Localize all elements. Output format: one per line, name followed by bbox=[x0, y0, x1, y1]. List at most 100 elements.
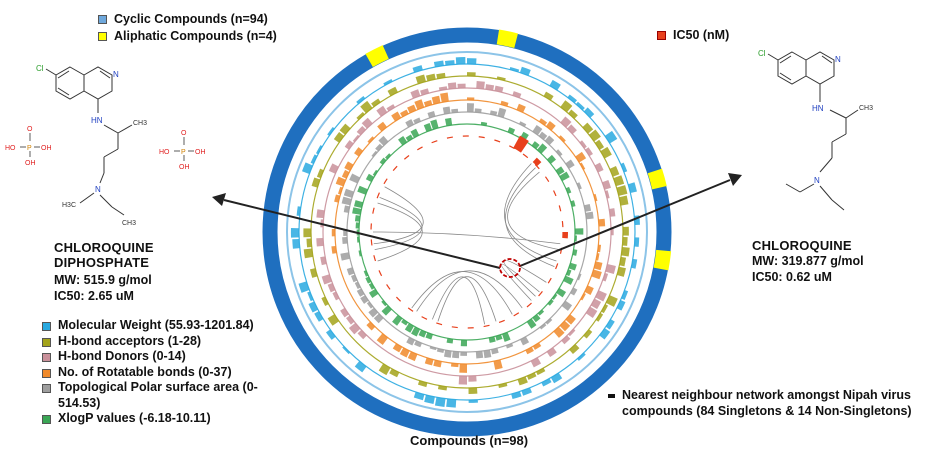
property-bar-1-21 bbox=[619, 196, 628, 206]
property-bar-2-33 bbox=[586, 307, 597, 318]
property-bar-5-81 bbox=[366, 174, 374, 182]
property-bar-2-48 bbox=[468, 376, 476, 382]
property-bar-3-59 bbox=[377, 333, 388, 345]
property-bar-0-34 bbox=[599, 328, 610, 339]
property-bar-4-56 bbox=[406, 337, 415, 345]
property-bar-4-85 bbox=[375, 144, 383, 152]
property-bar-3-81 bbox=[344, 161, 353, 171]
property-bar-5-59 bbox=[392, 315, 402, 326]
property-bar-3-80 bbox=[342, 170, 350, 179]
property-bar-4-95 bbox=[443, 106, 451, 114]
property-bar-4-50 bbox=[452, 351, 459, 358]
property-bar-4-64 bbox=[360, 295, 368, 304]
property-bar-2-37 bbox=[561, 335, 570, 344]
property-bar-1-43 bbox=[518, 377, 528, 386]
property-bar-2-17 bbox=[595, 163, 604, 173]
property-bar-5-77 bbox=[354, 200, 363, 208]
property-bar-4-77 bbox=[342, 197, 352, 206]
property-bar-0-83 bbox=[327, 127, 334, 136]
property-bar-3-57 bbox=[393, 343, 402, 352]
network-link-11 bbox=[504, 260, 547, 296]
property-bar-3-89 bbox=[391, 112, 401, 122]
property-bar-2-80 bbox=[329, 163, 339, 173]
property-bar-4-15 bbox=[565, 160, 574, 169]
property-bar-2-88 bbox=[376, 106, 387, 117]
property-bar-2-1 bbox=[476, 81, 485, 89]
property-bar-0-8 bbox=[549, 80, 560, 90]
ic50-bar-1 bbox=[533, 158, 542, 167]
property-bar-2-22 bbox=[609, 208, 615, 217]
property-bar-4-32 bbox=[570, 288, 577, 296]
property-bar-1-13 bbox=[582, 123, 593, 134]
arrow-head-right bbox=[728, 173, 742, 186]
property-bar-0-68 bbox=[299, 281, 310, 293]
property-bar-4-65 bbox=[357, 289, 365, 297]
property-bar-3-15 bbox=[575, 152, 586, 163]
property-bar-1-11 bbox=[568, 109, 578, 118]
property-bar-2-32 bbox=[591, 299, 601, 310]
ic50-bar-2 bbox=[563, 232, 568, 238]
property-bar-3-49 bbox=[459, 364, 467, 373]
property-bar-4-0 bbox=[467, 103, 474, 112]
property-bar-0-15 bbox=[605, 131, 618, 144]
property-bar-2-39 bbox=[547, 347, 557, 357]
property-bar-4-90 bbox=[405, 119, 414, 127]
property-bar-1-31 bbox=[606, 295, 618, 307]
property-bar-1-71 bbox=[304, 248, 313, 258]
property-bar-0-50 bbox=[446, 399, 456, 408]
property-bar-5-93 bbox=[430, 119, 438, 129]
property-bar-0-61 bbox=[342, 346, 350, 354]
property-bar-2-72 bbox=[316, 238, 323, 246]
property-bar-2-64 bbox=[340, 308, 349, 318]
property-bar-5-95 bbox=[445, 118, 452, 126]
property-bar-2-86 bbox=[362, 118, 373, 129]
property-bar-1-37 bbox=[569, 344, 579, 354]
property-bar-4-34 bbox=[562, 301, 573, 311]
property-bar-1-48 bbox=[469, 388, 478, 394]
network-link-4 bbox=[505, 168, 554, 267]
property-bar-3-31 bbox=[585, 285, 594, 295]
property-bar-1-69 bbox=[310, 268, 317, 278]
property-bar-5-10 bbox=[532, 141, 540, 149]
property-bar-4-22 bbox=[585, 212, 593, 220]
property-bar-3-6 bbox=[517, 104, 526, 113]
property-bar-5-33 bbox=[556, 288, 566, 297]
property-bar-2-19 bbox=[602, 180, 611, 190]
property-bar-3-23 bbox=[598, 219, 605, 227]
property-bar-0-40 bbox=[551, 373, 562, 383]
property-bar-5-55 bbox=[419, 330, 427, 338]
property-bar-4-46 bbox=[483, 350, 491, 358]
property-bar-3-95 bbox=[440, 92, 449, 102]
property-bar-0-20 bbox=[628, 182, 637, 193]
property-bar-2-31 bbox=[595, 290, 607, 301]
property-bar-0-44 bbox=[511, 391, 521, 399]
property-bar-4-1 bbox=[475, 108, 482, 112]
property-bar-4-41 bbox=[520, 337, 529, 346]
network-link-1 bbox=[375, 197, 422, 249]
property-bar-5-49 bbox=[461, 340, 467, 346]
property-bar-0-73 bbox=[291, 228, 299, 238]
property-ring-0 bbox=[299, 64, 635, 400]
property-bar-0-5 bbox=[520, 67, 531, 76]
property-bar-0-72 bbox=[292, 239, 300, 249]
property-bar-3-0 bbox=[467, 97, 474, 100]
property-bar-2-83 bbox=[345, 140, 354, 149]
property-bar-5-72 bbox=[357, 236, 360, 242]
property-bar-1-57 bbox=[379, 364, 391, 376]
aliphatic-segment-3 bbox=[654, 250, 671, 271]
property-bar-4-4 bbox=[497, 108, 506, 118]
property-bar-1-18 bbox=[610, 166, 620, 177]
property-bar-5-64 bbox=[369, 289, 379, 298]
property-bar-5-61 bbox=[382, 305, 392, 315]
property-bar-0-66 bbox=[308, 301, 318, 312]
network-link-7 bbox=[432, 277, 484, 324]
property-bar-3-10 bbox=[546, 121, 556, 131]
property-bar-0-0 bbox=[467, 58, 476, 64]
property-bar-0-79 bbox=[302, 162, 313, 174]
property-bar-2-92 bbox=[410, 89, 420, 98]
property-bar-3-73 bbox=[332, 229, 335, 236]
network-link-6 bbox=[438, 277, 496, 322]
property-bar-2-85 bbox=[357, 126, 366, 135]
property-bar-1-73 bbox=[303, 228, 311, 237]
property-bar-4-49 bbox=[460, 352, 467, 356]
